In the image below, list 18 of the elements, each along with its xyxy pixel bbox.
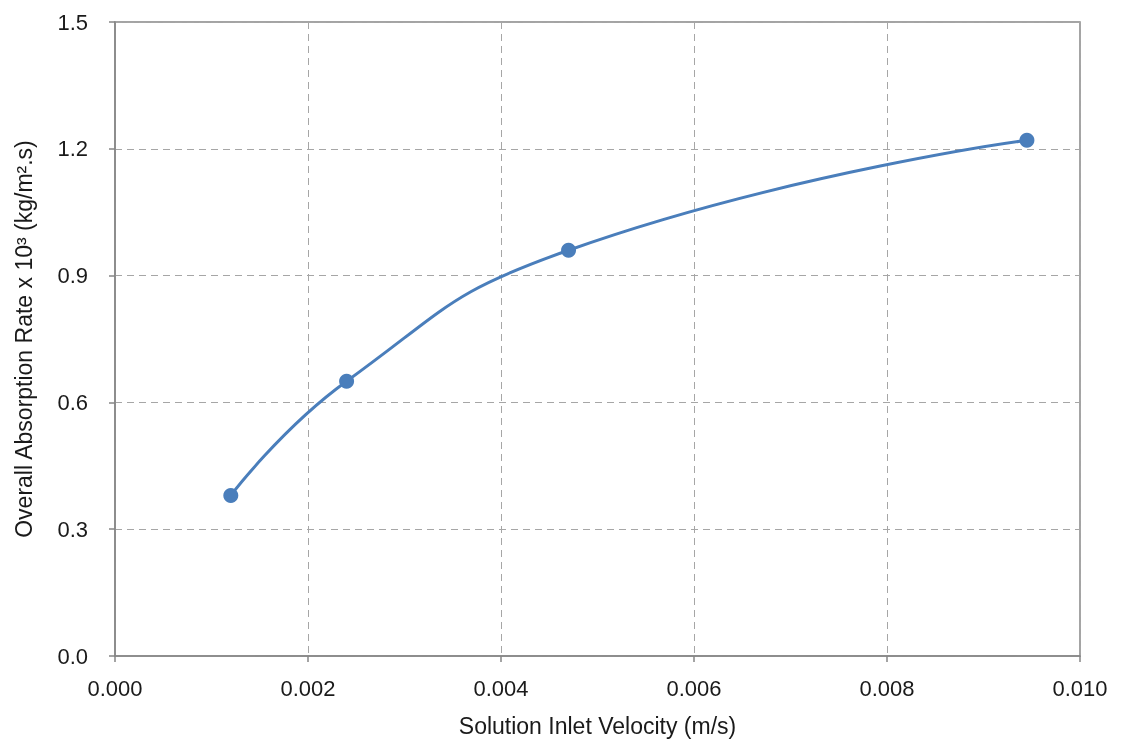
- y-tick-label: 0.3: [57, 516, 88, 542]
- x-tick-label: 0.008: [859, 675, 915, 701]
- point: [561, 242, 577, 258]
- y-tick-label: 0.9: [57, 263, 88, 289]
- y-tick-label: 0.0: [57, 643, 88, 669]
- x-axis-title: Solution Inlet Velocity (m/s): [458, 712, 737, 739]
- point: [223, 487, 239, 503]
- point: [1019, 132, 1035, 148]
- x-tick-label: 0.004: [473, 675, 529, 701]
- point: [339, 373, 355, 389]
- y-axis-title: Overall Absorption Rate x 10³ (kg/m².s): [10, 140, 37, 538]
- y-tick-label: 1.2: [57, 136, 88, 162]
- x-tick-label: 0.002: [280, 675, 336, 701]
- y-tick-label: 1.5: [57, 9, 88, 35]
- x-tick-label: 0.010: [1052, 675, 1108, 701]
- x-tick-label: 0.000: [87, 675, 143, 701]
- y-tick-label: 0.6: [57, 389, 88, 415]
- x-tick-label: 0.006: [666, 675, 722, 701]
